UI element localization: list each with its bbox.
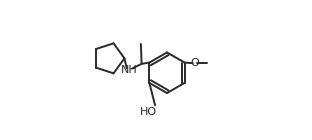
Text: NH: NH: [121, 65, 138, 75]
Text: HO: HO: [140, 107, 157, 117]
Text: O: O: [190, 58, 199, 68]
